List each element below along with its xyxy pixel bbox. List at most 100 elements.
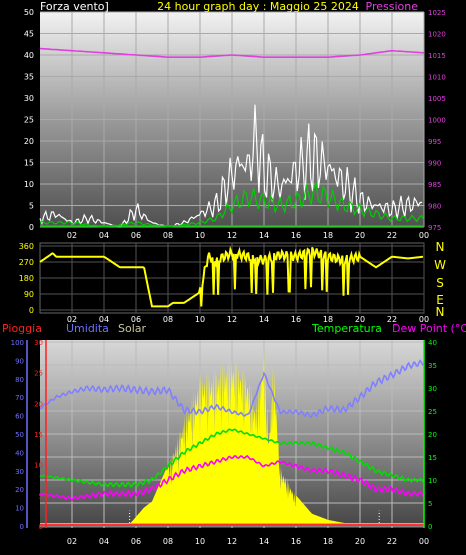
humidity-tick-label: 100 [11, 339, 24, 347]
x-tick-label: 00 [419, 231, 429, 240]
x-tick-label: 16 [291, 315, 301, 324]
legend-solar: Solar [118, 322, 147, 335]
x-tick-label: 12 [227, 315, 237, 324]
y-right-tick-label: 1025 [428, 9, 446, 17]
direction-tick-label: 180 [19, 274, 34, 283]
x-tick-label: 06 [131, 537, 141, 546]
x-tick-label: 00 [419, 537, 429, 546]
humidity-tick-label: 60 [15, 413, 24, 421]
x-tick-label: 16 [291, 231, 301, 240]
x-tick-label: 08 [163, 537, 173, 546]
rain-tick-label: 5 [39, 492, 43, 500]
humidity-tick-label: 90 [15, 357, 24, 365]
temp-tick-label: 5 [428, 500, 432, 508]
humidity-tick-label: 10 [15, 505, 24, 513]
x-tick-label: 10 [195, 315, 205, 324]
temp-tick-label: 10 [428, 477, 437, 485]
x-tick-label: 08 [163, 315, 173, 324]
y-right-tick-label: 990 [428, 160, 441, 168]
x-tick-label: 06 [131, 231, 141, 240]
legend-pioggia: Pioggia [2, 322, 42, 335]
x-tick-label: 12 [227, 231, 237, 240]
pressure-axis-title: Pressione [366, 0, 419, 13]
direction-label-n-top: N [436, 240, 445, 254]
x-tick-label: 14 [259, 315, 269, 324]
y-left-tick-label: 45 [24, 30, 34, 39]
x-tick-label: 22 [387, 231, 397, 240]
chart-title: 24 hour graph day : Maggio 25 2024 [157, 0, 359, 13]
y-left-tick-label: 50 [24, 8, 34, 17]
x-tick-label: 04 [99, 537, 109, 546]
rain-tick-label: 0 [39, 523, 43, 531]
y-left-tick-label: 30 [24, 94, 34, 103]
wind-pressure-panel: 0510152025303540455097598098599099510001… [24, 8, 446, 240]
temp-tick-label: 15 [428, 454, 437, 462]
y-left-tick-label: 5 [29, 202, 34, 211]
x-tick-label: 02 [67, 537, 77, 546]
y-right-tick-label: 1000 [428, 117, 446, 125]
legend-dew-point: Dew Point (°C) [392, 322, 466, 335]
x-tick-label: 22 [387, 537, 397, 546]
y-right-tick-label: 1010 [428, 74, 446, 82]
y-left-tick-label: 25 [24, 116, 34, 125]
y-right-tick-label: 980 [428, 203, 441, 211]
temp-tick-label: 40 [428, 339, 437, 347]
y-right-tick-label: 1020 [428, 31, 446, 39]
y-right-tick-label: 995 [428, 138, 441, 146]
y-left-tick-label: 15 [24, 159, 34, 168]
y-left-tick-label: 10 [24, 180, 34, 189]
humidity-tick-label: 80 [15, 376, 24, 384]
x-tick-label: 14 [259, 231, 269, 240]
humidity-tick-label: 70 [15, 394, 24, 402]
temp-tick-label: 20 [428, 431, 437, 439]
humidity-tick-label: 50 [15, 431, 24, 439]
x-tick-label: 08 [163, 231, 173, 240]
rain-tick-label: 10 [34, 462, 43, 470]
rain-tick-label: 25 [34, 370, 43, 378]
y-left-tick-label: 40 [24, 51, 34, 60]
x-tick-label: 12 [227, 537, 237, 546]
temp-tick-label: 35 [428, 362, 437, 370]
legend-umidita: Umidita [66, 322, 109, 335]
x-tick-label: 10 [195, 537, 205, 546]
direction-labels: N W S E N [434, 240, 446, 319]
humidity-tick-label: 20 [15, 486, 24, 494]
x-tick-label: 20 [355, 537, 365, 546]
x-tick-label: 02 [67, 231, 77, 240]
y-right-tick-label: 1005 [428, 95, 446, 103]
humidity-tick-label: 40 [15, 449, 24, 457]
y-right-tick-label: 1015 [428, 52, 446, 60]
rain-tick-label: 30 [34, 339, 43, 347]
x-tick-label: 04 [99, 231, 109, 240]
x-tick-label: 10 [195, 231, 205, 240]
x-tick-label: 14 [259, 537, 269, 546]
direction-label-s: S [436, 276, 444, 290]
humidity-tick-label: 0 [20, 523, 24, 531]
x-tick-label: 20 [355, 231, 365, 240]
direction-panel: 0 90 180 270 360 02 04 06 08 10 12 14 16 18 20 22 00 [19, 242, 429, 324]
temp-humidity-panel: 0102030405060708090100051015202530051015… [11, 339, 437, 546]
legend-temperatura: Temperatura [311, 322, 382, 335]
direction-tick-label: 0 [29, 306, 34, 315]
rain-tick-label: 20 [34, 400, 43, 408]
rain-tick-label: 15 [34, 431, 43, 439]
direction-label-w: W [434, 258, 446, 272]
direction-tick-label: 360 [19, 242, 34, 251]
y-left-tick-label: 35 [24, 73, 34, 82]
y-right-tick-label: 975 [428, 224, 441, 232]
temp-tick-label: 0 [428, 523, 432, 531]
y-right-tick-label: 985 [428, 181, 441, 189]
humidity-tick-label: 30 [15, 468, 24, 476]
wind-axis-title: Forza vento] [40, 0, 109, 13]
y-left-tick-label: 20 [24, 137, 34, 146]
x-tick-label: 18 [323, 231, 333, 240]
x-tick-label: 16 [291, 537, 301, 546]
temp-tick-label: 25 [428, 408, 437, 416]
x-tick-label: 18 [323, 537, 333, 546]
y-left-tick-label: 0 [29, 223, 34, 232]
direction-tick-label: 270 [19, 258, 34, 267]
direction-label-n-bottom: N [436, 305, 445, 319]
direction-tick-label: 90 [24, 290, 34, 299]
temp-tick-label: 30 [428, 385, 437, 393]
